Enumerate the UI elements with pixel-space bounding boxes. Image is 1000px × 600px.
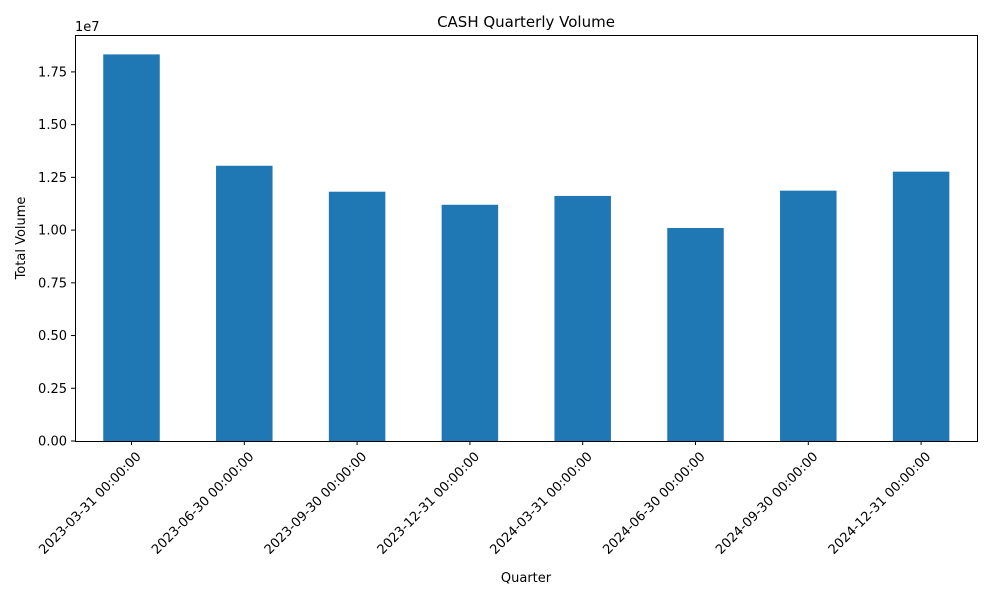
- x-ticks-group: 2023-03-31 00:00:00 2023-06-30 00:00:00 20…: [36, 441, 934, 558]
- x-axis-label: Quarter: [501, 571, 552, 586]
- bar-6: [667, 227, 724, 441]
- bar-1: [103, 54, 160, 442]
- y-tick-label: 1.25: [38, 171, 67, 186]
- y-axis-label: Total Volume: [14, 197, 29, 281]
- x-tick-label: 2024-12-31 00:00:00: [826, 449, 934, 557]
- bar-7: [780, 190, 837, 441]
- chart-title: CASH Quarterly Volume: [437, 13, 615, 31]
- y-tick-label: 0.75: [38, 276, 67, 291]
- y-tick-label: 0.00: [38, 435, 67, 450]
- x-tick-label: 2024-06-30 00:00:00: [600, 449, 708, 557]
- bar-3: [328, 191, 386, 441]
- y-tick-label: 1.75: [38, 65, 67, 80]
- y-ticks-group: 0.00 0.25 0.50 0.75 1.00 1.25 1.50 1.75: [38, 65, 75, 450]
- y-tick-label: 0.25: [38, 382, 67, 397]
- bar-5: [554, 195, 611, 441]
- x-tick-label: 2023-09-30 00:00:00: [262, 449, 370, 557]
- x-tick-label: 2023-12-31 00:00:00: [375, 449, 483, 557]
- x-tick-label: 2024-09-30 00:00:00: [713, 449, 821, 557]
- x-tick-label: 2023-06-30 00:00:00: [149, 449, 257, 557]
- y-tick-label: 1.50: [38, 118, 67, 133]
- x-tick-label: 2023-03-31 00:00:00: [36, 449, 144, 557]
- y-tick-label: 0.50: [38, 329, 67, 344]
- x-tick-label: 2024-03-31 00:00:00: [488, 449, 596, 557]
- y-tick-label: 1.00: [38, 224, 67, 239]
- bar-8: [892, 171, 950, 442]
- bars-group: [103, 54, 950, 442]
- plot-frame: [75, 35, 978, 442]
- bar-4: [441, 204, 499, 441]
- bar-2: [216, 165, 273, 441]
- y-scale-label: 1e7: [75, 20, 100, 35]
